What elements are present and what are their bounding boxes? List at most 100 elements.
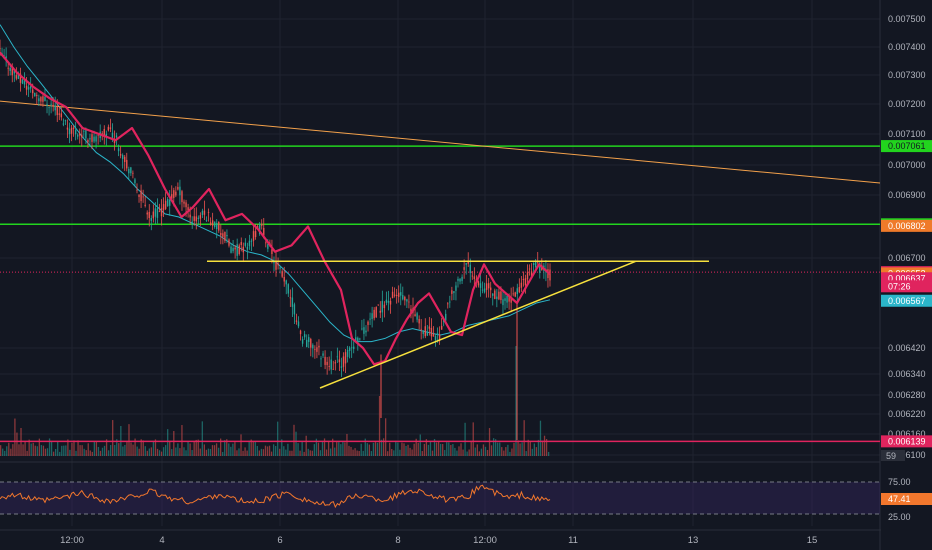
level-price-tag-bg	[881, 435, 932, 448]
candle-body	[258, 223, 261, 235]
volume-bar	[0, 445, 2, 456]
volume-bar	[65, 445, 67, 456]
volume-bar	[207, 448, 210, 456]
volume-bar	[409, 447, 411, 456]
candle-body	[279, 267, 281, 269]
candle-body	[66, 127, 69, 130]
candle-body	[220, 232, 222, 236]
volume-bar	[338, 442, 340, 456]
time-tick-label: 13	[688, 535, 699, 546]
volume-bar	[222, 451, 224, 456]
volume-bar	[156, 448, 159, 456]
candle-body	[222, 233, 224, 237]
candle-body	[461, 276, 463, 281]
candle-body	[438, 334, 441, 341]
candle-body	[510, 296, 512, 303]
volume-bar	[199, 448, 201, 456]
volume-bar	[201, 421, 203, 456]
candle-body	[226, 234, 228, 237]
candle-body	[385, 299, 388, 303]
rsi-band	[0, 482, 880, 514]
volume-bar	[541, 440, 544, 456]
volume-bar	[450, 444, 452, 456]
candle-body	[496, 296, 498, 299]
candle-body	[107, 126, 110, 131]
price-tick-label: 0.007300	[888, 70, 926, 80]
price-line	[0, 51, 551, 366]
candle-body	[502, 299, 504, 306]
volume-bar	[368, 444, 371, 456]
candle-body	[365, 330, 367, 333]
volume-bar	[376, 442, 379, 456]
volume-bar	[321, 441, 324, 456]
candle-body	[532, 262, 535, 265]
volume-bar	[301, 441, 303, 456]
candle-body	[393, 294, 396, 296]
candle-body	[19, 73, 22, 83]
volume-bar	[417, 442, 419, 456]
volume-bar	[89, 450, 91, 456]
volume-bar	[71, 442, 73, 456]
price-axis[interactable]: 0.007500 0.007400 0.007300 0.007200 0.007100…	[881, 0, 932, 550]
volume-bar	[517, 440, 519, 456]
volume-bar	[236, 450, 238, 456]
ascending-triangle[interactable]	[207, 260, 709, 389]
candle-body	[3, 55, 5, 57]
volume-bar	[513, 442, 515, 456]
volume-bar	[99, 450, 102, 456]
candle-body	[254, 231, 257, 238]
volume-bar	[160, 451, 163, 456]
volume-bar	[344, 442, 346, 456]
candle-body	[134, 179, 136, 184]
candle-body	[79, 133, 81, 136]
volume-bar	[515, 346, 517, 456]
candle-body	[534, 260, 537, 268]
candle-body	[252, 231, 255, 241]
volume-bar	[256, 445, 258, 456]
volume-bar	[356, 450, 358, 456]
time-axis[interactable]: 12:00 4 6 8 12:00 11 13 15	[60, 535, 817, 546]
candle-body	[154, 208, 157, 217]
volume-bar	[421, 451, 423, 456]
candle-body	[218, 221, 220, 231]
candle-body	[64, 120, 67, 122]
candle-body	[379, 310, 381, 313]
volume-bar	[478, 451, 481, 456]
volume-bar	[234, 442, 236, 456]
volume-bar	[26, 450, 28, 456]
candle-body	[81, 134, 83, 138]
candle-body	[56, 106, 58, 116]
candle-body	[48, 107, 50, 109]
volume-bar	[511, 448, 513, 456]
candle-body	[248, 240, 251, 247]
volume-bar	[191, 450, 193, 456]
candle-body	[52, 104, 54, 107]
price-tag: 0.006567	[888, 296, 926, 306]
candle-body	[469, 264, 471, 274]
level-price-tag: 0.006139	[888, 436, 926, 446]
volume-bar	[464, 422, 466, 456]
volume-bar	[470, 440, 472, 456]
volume-bar	[171, 449, 173, 456]
volume-bar	[128, 424, 130, 456]
volume-bar	[195, 439, 197, 456]
volume-bar	[213, 445, 216, 456]
volume-bar	[460, 443, 462, 456]
volume-bar	[154, 439, 157, 456]
support-trendline[interactable]	[319, 260, 637, 389]
volume-bar	[319, 450, 322, 456]
candle-body	[373, 309, 375, 319]
volume-bar	[38, 438, 41, 456]
volume-bar	[183, 447, 185, 456]
candle-body	[350, 347, 353, 349]
volume-bar	[435, 442, 438, 456]
volume-bar	[279, 448, 281, 456]
volume-bar	[380, 439, 383, 456]
candle-body	[359, 338, 361, 340]
candle-body	[158, 211, 161, 212]
volume-bar	[537, 439, 540, 456]
candle-body	[424, 326, 426, 337]
volume-bar	[248, 440, 250, 456]
candle-body	[29, 86, 32, 89]
